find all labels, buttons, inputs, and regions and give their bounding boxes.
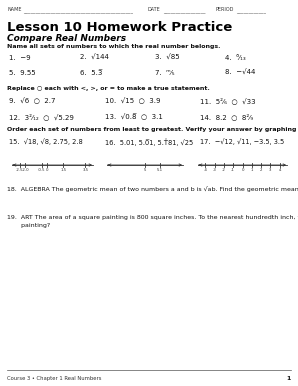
Text: NAME: NAME	[7, 7, 21, 12]
Text: 18.  ALGEBRA The geometric mean of two numbers a and b is √ab. Find the geometri: 18. ALGEBRA The geometric mean of two nu…	[7, 186, 298, 192]
Text: 2.  √144: 2. √144	[80, 55, 109, 61]
Text: 14.  8.2  ○  8²⁄₉: 14. 8.2 ○ 8²⁄₉	[200, 113, 253, 120]
Text: Course 3 • Chapter 1 Real Numbers: Course 3 • Chapter 1 Real Numbers	[7, 376, 102, 381]
Text: -2.0: -2.0	[21, 168, 29, 172]
Text: 11.  5²⁄₆  ○  √33: 11. 5²⁄₆ ○ √33	[200, 97, 256, 104]
Text: 2: 2	[260, 168, 262, 172]
Text: 3.  √85: 3. √85	[155, 55, 180, 61]
Text: 4: 4	[278, 168, 281, 172]
Text: 9.  √6  ○  2.7: 9. √6 ○ 2.7	[9, 97, 55, 104]
Text: 13.  √0.8̅  ○  3.1: 13. √0.8̅ ○ 3.1	[105, 113, 163, 120]
Text: 5.1: 5.1	[157, 168, 163, 172]
Text: 17.  −√12, √11, −3.5, 3.5: 17. −√12, √11, −3.5, 3.5	[200, 138, 284, 145]
Text: 5: 5	[144, 168, 146, 172]
Text: ____________: ____________	[236, 8, 266, 14]
Text: 3.5: 3.5	[82, 168, 89, 172]
Text: 8.  −√44: 8. −√44	[225, 70, 255, 76]
Text: -2.5: -2.5	[16, 168, 24, 172]
Text: -0.5: -0.5	[38, 168, 45, 172]
Text: Order each set of numbers from least to greatest. Verify your answer by graphing: Order each set of numbers from least to …	[7, 127, 298, 132]
Text: 0: 0	[241, 168, 244, 172]
Text: ____________________________________________: ________________________________________…	[23, 8, 133, 14]
Text: 10.  √15  ○  3.9: 10. √15 ○ 3.9	[105, 97, 161, 104]
Text: painting?: painting?	[7, 223, 50, 228]
Text: Compare Real Numbers: Compare Real Numbers	[7, 34, 126, 43]
Text: -4: -4	[204, 168, 207, 172]
Text: 1.  −9: 1. −9	[9, 55, 31, 61]
Text: Lesson 10 Homework Practice: Lesson 10 Homework Practice	[7, 21, 232, 34]
Text: 1: 1	[287, 376, 291, 381]
Text: 7.  ᵐ⁄₅: 7. ᵐ⁄₅	[155, 70, 175, 76]
Text: 5.  9.55: 5. 9.55	[9, 70, 36, 76]
Text: -1: -1	[231, 168, 235, 172]
Text: 0: 0	[46, 168, 48, 172]
Text: 16.  5.01, 5.0̅1, 5.Ť81, √25: 16. 5.01, 5.0̅1, 5.Ť81, √25	[105, 138, 193, 146]
Text: 6.  5.3̅: 6. 5.3̅	[80, 70, 103, 76]
Text: Name all sets of numbers to which the real number belongs.: Name all sets of numbers to which the re…	[7, 44, 221, 49]
Text: _________________: _________________	[163, 8, 206, 14]
Text: 4.  ⁶⁄₁₃: 4. ⁶⁄₁₃	[225, 55, 246, 61]
Text: Replace ○ each with <, >, or = to make a true statement.: Replace ○ each with <, >, or = to make a…	[7, 86, 210, 91]
Text: PERIOD: PERIOD	[215, 7, 233, 12]
Text: 12.  3²⁄₁₂  ○  √5.29: 12. 3²⁄₁₂ ○ √5.29	[9, 113, 74, 120]
Text: 15.  √18, √8, 2.75, 2.8: 15. √18, √8, 2.75, 2.8	[9, 138, 83, 145]
Text: 19.  ART The area of a square painting is 800 square inches. To the nearest hund: 19. ART The area of a square painting is…	[7, 215, 298, 220]
Text: 1: 1	[251, 168, 253, 172]
Text: -2: -2	[222, 168, 226, 172]
Text: -3: -3	[213, 168, 217, 172]
Text: 3: 3	[269, 168, 271, 172]
Text: 1.5: 1.5	[60, 168, 66, 172]
Text: DATE: DATE	[148, 7, 161, 12]
